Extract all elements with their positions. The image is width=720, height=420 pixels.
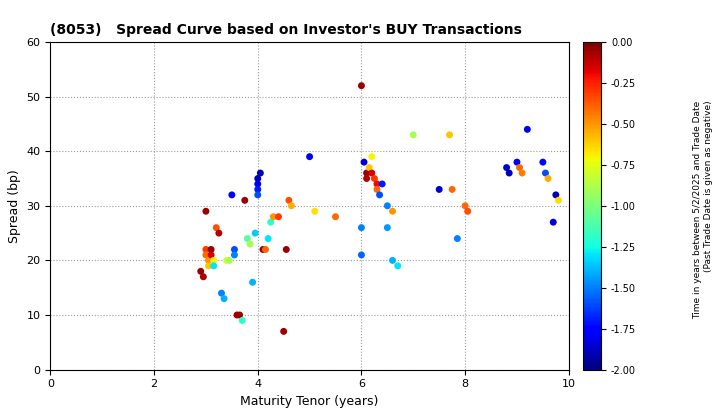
Point [200, 252, 212, 258]
Point [257, 246, 269, 253]
Point [516, 170, 528, 176]
Point [547, 219, 559, 226]
Point [364, 164, 375, 171]
Point [195, 268, 207, 275]
Point [229, 252, 240, 258]
Point [221, 257, 233, 264]
Point [542, 175, 554, 182]
Point [537, 159, 549, 165]
Point [377, 181, 388, 187]
Point [255, 170, 266, 176]
Point [197, 273, 209, 280]
Point [511, 159, 523, 165]
Point [268, 213, 279, 220]
Point [382, 224, 393, 231]
Point [304, 153, 315, 160]
Point [382, 202, 393, 209]
Point [540, 170, 552, 176]
Point [252, 175, 264, 182]
Point [408, 131, 419, 138]
Point [281, 246, 292, 253]
Point [216, 290, 228, 297]
Point [200, 208, 212, 215]
Point [223, 257, 235, 264]
Point [361, 175, 372, 182]
Point [550, 192, 562, 198]
Point [459, 202, 471, 209]
Point [392, 262, 403, 269]
Point [501, 164, 513, 171]
X-axis label: Maturity Tenor (years): Maturity Tenor (years) [240, 395, 379, 408]
Point [200, 246, 212, 253]
Point [208, 257, 220, 264]
Point [234, 312, 246, 318]
Point [205, 252, 217, 258]
Text: (8053)   Spread Curve based on Investor's BUY Transactions: (8053) Spread Curve based on Investor's … [50, 23, 522, 37]
Point [236, 317, 248, 324]
Point [503, 170, 515, 176]
Point [231, 312, 243, 318]
Point [387, 257, 398, 264]
Point [203, 262, 215, 269]
Point [239, 197, 251, 204]
Point [309, 208, 320, 215]
Point [229, 246, 240, 253]
Point [553, 197, 564, 204]
Point [278, 328, 289, 335]
Point [356, 82, 367, 89]
Point [208, 262, 220, 269]
Point [242, 235, 253, 242]
Point [265, 219, 276, 226]
Point [387, 208, 398, 215]
Point [374, 192, 385, 198]
Point [283, 197, 294, 204]
Point [369, 175, 380, 182]
Point [252, 192, 264, 198]
Point [514, 164, 526, 171]
Point [433, 186, 445, 193]
Point [462, 208, 474, 215]
Point [260, 246, 271, 253]
Point [252, 181, 264, 187]
Point [359, 159, 370, 165]
Point [286, 202, 297, 209]
Point [446, 186, 458, 193]
Point [249, 230, 261, 236]
Point [521, 126, 533, 133]
Point [262, 235, 274, 242]
Point [273, 213, 284, 220]
Point [203, 257, 215, 264]
Point [451, 235, 463, 242]
Point [330, 213, 341, 220]
Point [356, 252, 367, 258]
Point [372, 186, 383, 193]
Point [247, 279, 258, 286]
Point [252, 186, 264, 193]
Point [210, 224, 222, 231]
Point [226, 192, 238, 198]
Point [366, 170, 377, 176]
Point [244, 241, 256, 247]
Point [366, 153, 377, 160]
Point [356, 224, 367, 231]
Text: Time in years between 5/2/2025 and Trade Date
(Past Trade Date is given as negat: Time in years between 5/2/2025 and Trade… [693, 101, 713, 319]
Point [213, 230, 225, 236]
Point [361, 170, 372, 176]
Point [218, 295, 230, 302]
Point [372, 181, 383, 187]
Y-axis label: Spread (bp): Spread (bp) [8, 169, 21, 243]
Point [205, 246, 217, 253]
Point [444, 131, 455, 138]
